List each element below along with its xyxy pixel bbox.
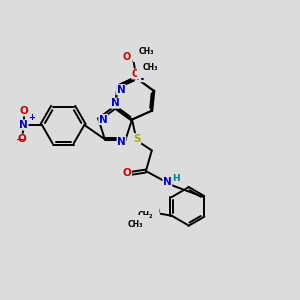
Text: CH₃: CH₃ bbox=[142, 64, 158, 73]
Text: N: N bbox=[117, 85, 125, 94]
Text: CH₃: CH₃ bbox=[139, 47, 154, 56]
Text: N: N bbox=[136, 72, 145, 82]
Text: N: N bbox=[111, 98, 120, 108]
Text: H: H bbox=[172, 174, 180, 183]
Text: −: − bbox=[16, 135, 25, 145]
Text: S: S bbox=[133, 134, 141, 144]
Text: CH₃: CH₃ bbox=[128, 220, 143, 230]
Text: +: + bbox=[28, 113, 35, 122]
Text: O: O bbox=[123, 168, 131, 178]
Text: N: N bbox=[19, 120, 28, 130]
Text: CH₂: CH₂ bbox=[138, 211, 153, 220]
Text: N: N bbox=[117, 136, 126, 147]
Text: O: O bbox=[19, 106, 28, 116]
Text: O: O bbox=[132, 69, 140, 79]
Text: O: O bbox=[133, 47, 141, 56]
Text: O: O bbox=[151, 207, 160, 217]
Text: O: O bbox=[123, 52, 131, 62]
Text: N: N bbox=[99, 115, 107, 124]
Text: O: O bbox=[18, 134, 27, 144]
Text: N: N bbox=[163, 177, 172, 187]
